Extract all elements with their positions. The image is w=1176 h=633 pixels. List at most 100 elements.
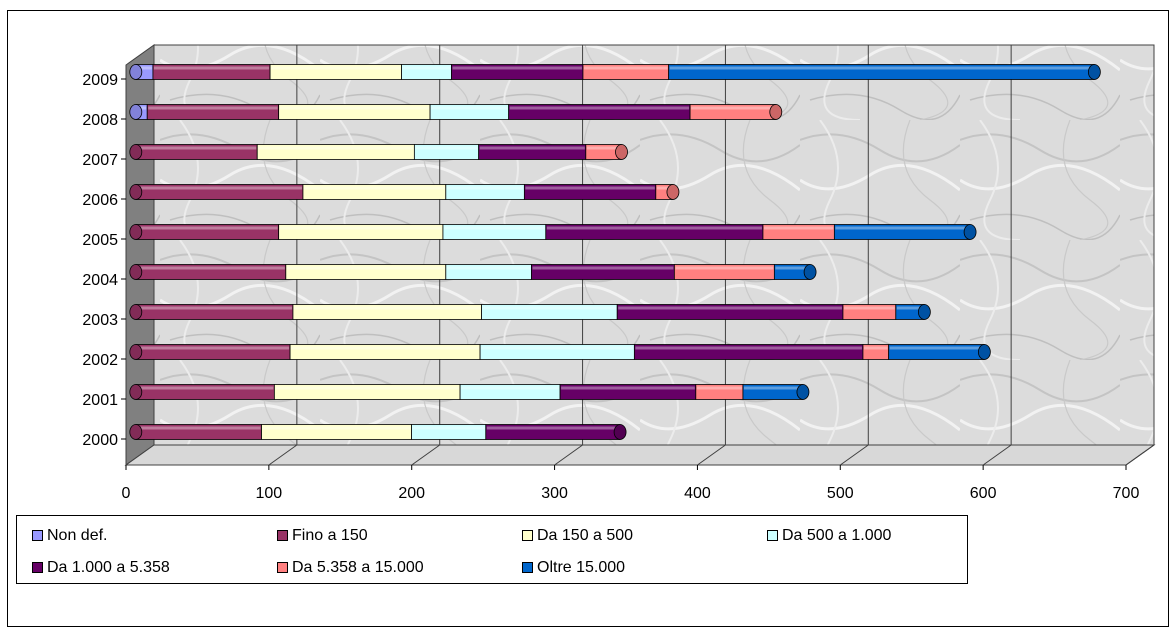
- gridline-floor: [697, 444, 726, 466]
- y-tick-label: 2000: [82, 432, 118, 449]
- gridline-floor: [268, 444, 298, 466]
- legend-label: Non def.: [47, 527, 108, 544]
- legend-swatch: [277, 562, 288, 573]
- x-tick-label: 400: [684, 485, 711, 502]
- x-tick-label: 500: [827, 485, 854, 502]
- y-tick-label: 2002: [82, 352, 118, 369]
- bar-highlight: [431, 106, 508, 110]
- bar-highlight: [136, 106, 147, 110]
- bar-highlight: [136, 426, 261, 430]
- bar-highlight: [635, 346, 862, 350]
- bar-highlight: [525, 186, 655, 190]
- x-tick-label: 300: [541, 485, 568, 502]
- y-tick-label: 2006: [82, 192, 118, 209]
- bar-highlight: [279, 106, 430, 110]
- legend-label: Da 5.358 a 15.000: [292, 559, 424, 576]
- bar-highlight: [669, 66, 1094, 70]
- bar-highlight: [279, 226, 442, 230]
- bar-highlight: [482, 306, 617, 310]
- legend-label: Fino a 150: [292, 527, 368, 544]
- gridline-floor: [982, 444, 1012, 466]
- legend-label: Da 500 a 1.000: [782, 527, 892, 544]
- bar-highlight: [136, 386, 274, 390]
- legend-swatch: [32, 530, 43, 541]
- bar-end-cap: [963, 224, 977, 240]
- legend-label: Da 150 a 500: [537, 527, 634, 544]
- bar-highlight: [136, 306, 292, 310]
- bar-highlight: [136, 266, 285, 270]
- bar-highlight: [446, 186, 524, 190]
- bar-highlight: [402, 66, 451, 70]
- bar-highlight: [546, 226, 762, 230]
- bar-end-cap: [613, 424, 627, 440]
- bar-highlight: [583, 66, 668, 70]
- bar-highlight: [486, 426, 620, 430]
- bar-end-cap: [769, 104, 783, 120]
- bar-end-cap: [796, 384, 810, 400]
- bar-start-cap: [129, 104, 143, 120]
- bar-highlight: [293, 306, 481, 310]
- bar-highlight: [136, 346, 290, 350]
- bar-end-cap: [1087, 64, 1101, 80]
- bar-highlight: [461, 386, 560, 390]
- bar-highlight: [843, 306, 895, 310]
- y-tick-label: 2004: [82, 272, 118, 289]
- bar-highlight: [412, 426, 485, 430]
- bar-highlight: [586, 146, 621, 150]
- bar-highlight: [136, 146, 257, 150]
- y-tick-label: 2003: [82, 312, 118, 329]
- bar-highlight: [443, 226, 545, 230]
- bar-start-cap: [129, 344, 143, 360]
- legend-label: Oltre 15.000: [537, 559, 626, 576]
- bar-highlight: [561, 386, 695, 390]
- x-tick-label: 200: [398, 485, 425, 502]
- bar-highlight: [136, 66, 152, 70]
- bar-end-cap: [977, 344, 991, 360]
- x-tick-label: 700: [1113, 485, 1140, 502]
- bar-highlight: [136, 186, 302, 190]
- chart-legend: Non def. Fino a 150 Da 150 a 500 Da 500 a 1…: [16, 515, 968, 584]
- legend-swatch: [767, 530, 778, 541]
- legend-swatch: [277, 530, 288, 541]
- legend-swatch: [522, 530, 533, 541]
- bar-highlight: [763, 226, 834, 230]
- bar-start-cap: [129, 384, 143, 400]
- bar-highlight: [136, 226, 278, 230]
- bar-highlight: [863, 346, 888, 350]
- legend-swatch: [522, 562, 533, 573]
- bar-end-cap: [615, 144, 628, 160]
- bar-highlight: [896, 306, 924, 310]
- bar-highlight: [479, 146, 585, 150]
- bar-highlight: [775, 266, 810, 270]
- bar-highlight: [835, 226, 970, 230]
- x-tick-label: 0: [122, 485, 131, 502]
- bar-highlight: [618, 306, 842, 310]
- bar-start-cap: [129, 304, 143, 320]
- bar-highlight: [275, 386, 460, 390]
- bar-start-cap: [129, 64, 143, 80]
- bar-highlight: [696, 386, 742, 390]
- bar-highlight: [481, 346, 634, 350]
- x-tick-label: 100: [256, 485, 283, 502]
- bar-highlight: [286, 266, 445, 270]
- bar-end-cap: [803, 264, 817, 280]
- y-tick-label: 2001: [82, 392, 118, 409]
- bar-end-cap: [917, 304, 931, 320]
- bar-highlight: [148, 106, 278, 110]
- bar-highlight: [262, 426, 411, 430]
- bar-start-cap: [129, 264, 143, 280]
- x-tick-label: 600: [970, 485, 997, 502]
- bar-highlight: [271, 66, 401, 70]
- bar-highlight: [452, 66, 582, 70]
- legend-label: Da 1.000 a 5.358: [47, 559, 170, 576]
- bar-highlight: [303, 186, 445, 190]
- bar-highlight: [153, 66, 270, 70]
- gridline-floor: [839, 444, 869, 466]
- y-tick-label: 2008: [82, 112, 118, 129]
- bar-highlight: [446, 266, 531, 270]
- y-tick-label: 2005: [82, 232, 118, 249]
- bar-start-cap: [129, 224, 143, 240]
- legend-swatch: [32, 562, 43, 573]
- bar-highlight: [509, 106, 690, 110]
